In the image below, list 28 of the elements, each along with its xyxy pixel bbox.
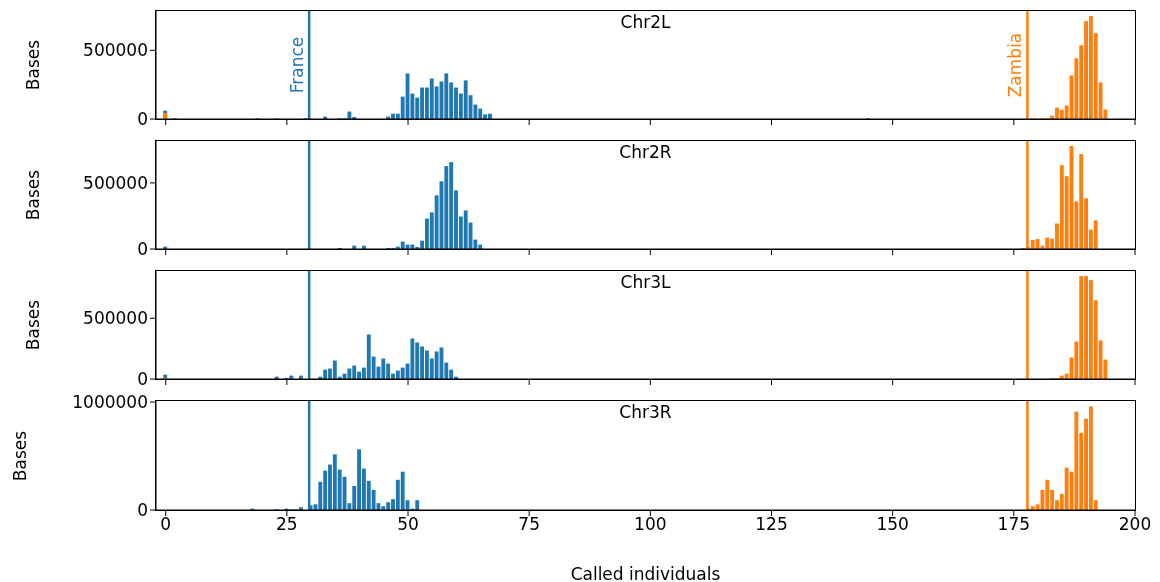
y-axis-title: Bases xyxy=(23,169,43,221)
chart-title: Chr2R xyxy=(618,142,673,162)
y-tick-label: 500000 xyxy=(83,308,148,329)
y-axis-title: Bases xyxy=(10,430,30,481)
y-tick-label: 1000000 xyxy=(72,392,148,413)
chart-title: Chr3R xyxy=(618,402,673,422)
y-tick-label: 0 xyxy=(137,109,148,130)
x-tick-label: 175 xyxy=(997,514,1031,535)
chart-title: Chr3L xyxy=(619,272,672,292)
y-tick-label: 500000 xyxy=(83,40,148,61)
y-tick-label: 500000 xyxy=(83,172,148,193)
y-tick-label: 0 xyxy=(137,369,148,390)
x-tick-label: 200 xyxy=(1118,514,1152,535)
y-axis-title: Bases xyxy=(23,299,43,351)
x-tick-label: 75 xyxy=(518,514,540,535)
x-tick-label: 150 xyxy=(876,514,909,535)
x-tick-label: 125 xyxy=(755,514,788,535)
x-axis-title: Called individuals xyxy=(570,564,721,582)
ref-line-label: Zambia xyxy=(1005,32,1026,98)
x-tick-label: 50 xyxy=(397,514,419,535)
y-tick-label: 0 xyxy=(137,239,148,260)
chart-title: Chr2L xyxy=(619,12,672,32)
y-axis-title: Bases xyxy=(23,39,43,91)
y-tick-label: 0 xyxy=(137,500,148,521)
x-tick-label: 25 xyxy=(276,514,298,535)
x-tick-label: 100 xyxy=(634,514,667,535)
ref-line-label: France xyxy=(287,36,308,94)
x-tick-label: 0 xyxy=(160,514,172,535)
